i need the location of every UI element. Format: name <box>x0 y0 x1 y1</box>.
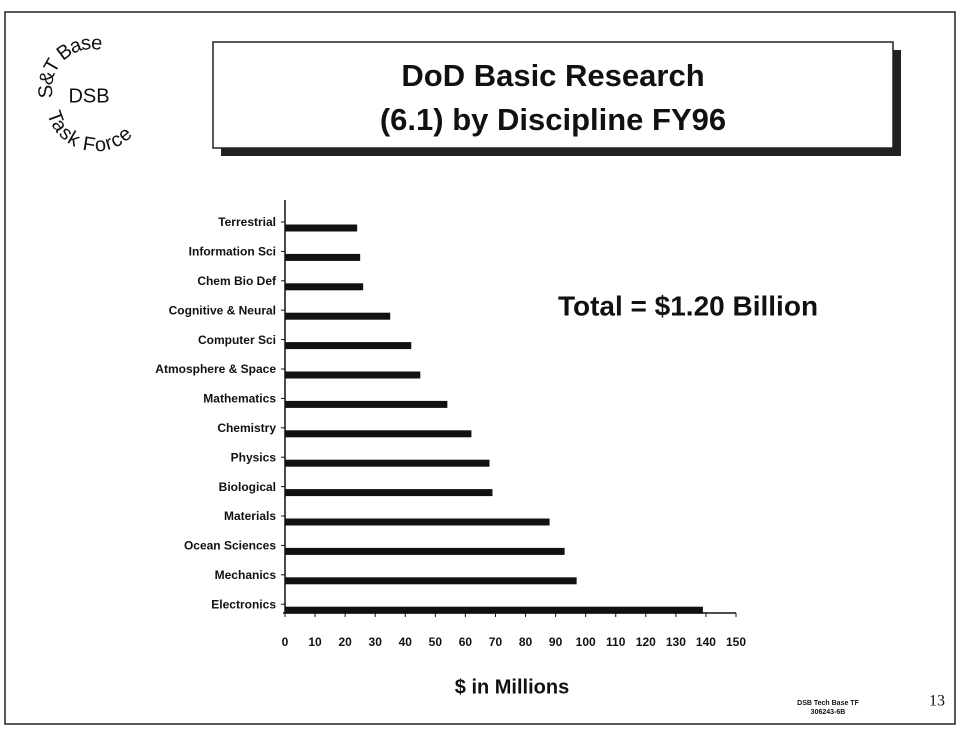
x-tick-label: 130 <box>666 635 686 649</box>
annotation: Total = $1.20 Billion <box>558 290 818 321</box>
bar <box>285 253 361 261</box>
bar <box>285 577 577 585</box>
bar <box>285 224 358 232</box>
bar <box>285 489 493 497</box>
y-tick-label: Cognitive & Neural <box>169 303 276 317</box>
x-tick-label: 100 <box>576 635 596 649</box>
x-tick-label: 10 <box>308 635 322 649</box>
y-tick-label: Atmosphere & Space <box>155 362 276 376</box>
bar <box>285 459 490 467</box>
x-tick-label: 90 <box>549 635 563 649</box>
y-tick-label: Physics <box>231 450 277 464</box>
y-tick-label: Terrestrial <box>218 215 276 229</box>
y-tick-label: Electronics <box>211 597 276 611</box>
y-tick-label: Ocean Sciences <box>184 539 276 553</box>
chart-title: (6.1) by Discipline FY96 <box>380 102 726 137</box>
x-tick-label: 40 <box>399 635 413 649</box>
footer-source: DSB Tech Base TF <box>797 700 859 707</box>
bar <box>285 400 448 408</box>
x-tick-label: 50 <box>429 635 443 649</box>
x-tick-label: 20 <box>338 635 352 649</box>
x-axis-label: $ in Millions <box>455 676 569 698</box>
logo-bottom: Task Force <box>42 108 136 157</box>
x-tick-label: 70 <box>489 635 503 649</box>
x-tick-label: 30 <box>369 635 383 649</box>
y-tick-label: Information Sci <box>189 245 276 259</box>
footer-code: 306243-6B <box>811 709 846 716</box>
y-tick-label: Biological <box>219 480 276 494</box>
bar <box>285 430 472 438</box>
slide-frame <box>4 11 956 725</box>
bar <box>285 606 703 614</box>
x-tick-label: 60 <box>459 635 473 649</box>
x-tick-label: 0 <box>282 635 289 649</box>
y-tick-label: Mathematics <box>203 392 276 406</box>
page-number: 13 <box>929 693 945 710</box>
bar <box>285 518 550 526</box>
x-tick-label: 120 <box>636 635 656 649</box>
bar <box>285 371 421 379</box>
chart-title: DoD Basic Research <box>401 58 704 93</box>
y-tick-label: Mechanics <box>215 568 277 582</box>
x-tick-label: 150 <box>726 635 746 649</box>
logo: S&T Base DSB Task Force <box>35 32 136 157</box>
y-tick-label: Chemistry <box>217 421 276 435</box>
x-tick-label: 80 <box>519 635 533 649</box>
bar <box>285 547 565 555</box>
bar <box>285 342 412 350</box>
y-tick-label: Computer Sci <box>198 333 276 347</box>
title-box <box>212 41 894 149</box>
y-tick-label: Chem Bio Def <box>197 274 277 288</box>
y-tick-label: Materials <box>224 509 276 523</box>
logo-middle: DSB <box>68 85 109 107</box>
logo-bottom-path: Task Force <box>42 108 136 157</box>
bar <box>285 283 364 291</box>
x-tick-label: 140 <box>696 635 716 649</box>
bar <box>285 312 391 320</box>
x-tick-label: 110 <box>606 635 626 649</box>
